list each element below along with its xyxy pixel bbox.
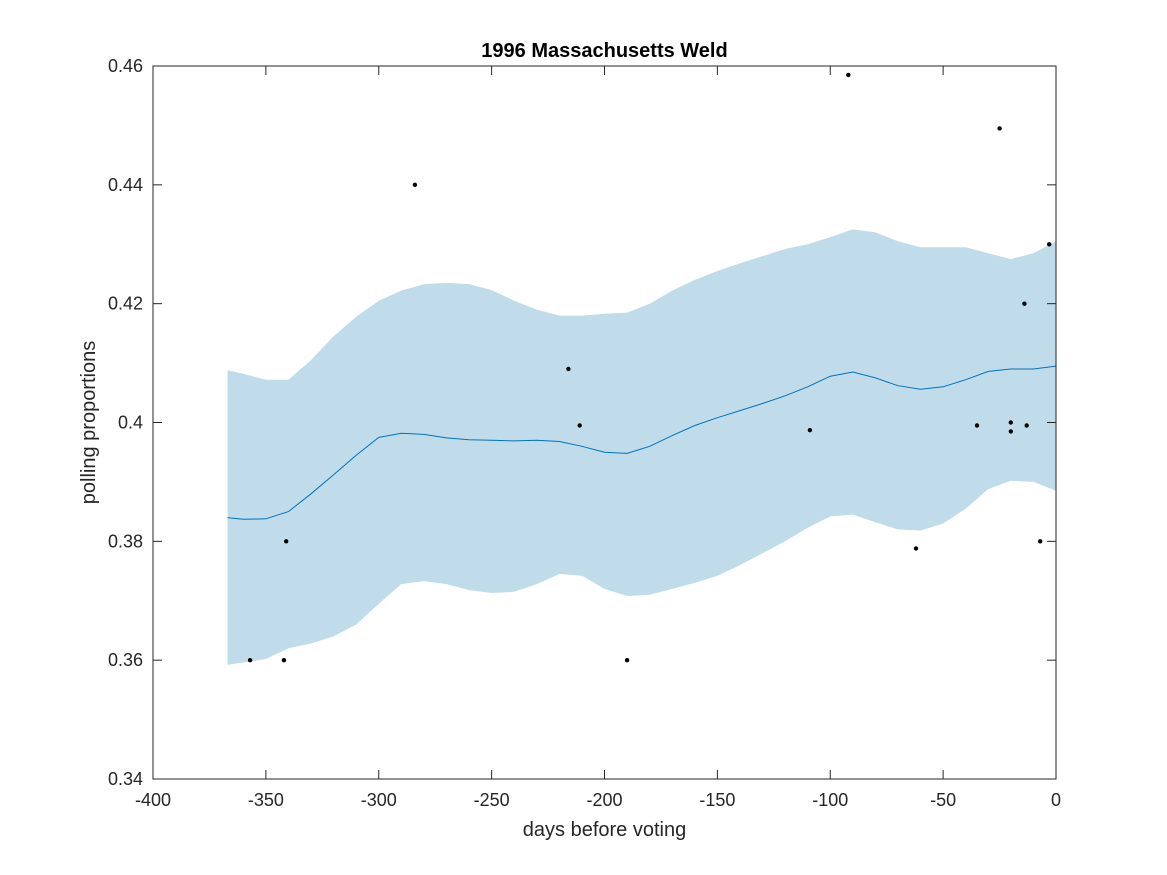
x-tick-label: -200 — [586, 790, 622, 810]
y-tick-label: 0.46 — [108, 56, 143, 76]
x-tick-label: -350 — [248, 790, 284, 810]
data-point — [1008, 420, 1013, 425]
y-tick-label: 0.34 — [108, 769, 143, 789]
data-point — [974, 423, 980, 428]
data-point — [566, 366, 571, 372]
data-point — [1038, 539, 1043, 544]
y-axis-ticks: 0.34 0.36 0.38 0.4 0.42 0.44 0.46 — [108, 56, 1056, 789]
x-tick-label: -100 — [812, 790, 848, 810]
data-point — [846, 72, 851, 78]
trend-line-layer — [227, 365, 1057, 520]
data-point — [412, 182, 418, 187]
data-point — [577, 423, 582, 428]
x-axis-label: days before voting — [523, 819, 686, 841]
x-tick-label: -250 — [474, 790, 510, 810]
data-points-layer — [247, 72, 1052, 663]
x-tick-label: 0 — [1051, 790, 1061, 810]
data-point — [997, 126, 1002, 131]
data-point — [913, 546, 919, 551]
data-point — [1047, 242, 1052, 247]
x-axis-ticks: -400 -350 -300 -250 -200 -150 -100 -50 0 — [135, 66, 1061, 810]
data-point — [1024, 423, 1029, 428]
y-tick-label: 0.36 — [108, 650, 143, 670]
data-point — [807, 428, 813, 433]
data-point — [1022, 301, 1027, 306]
y-tick-label: 0.44 — [108, 175, 143, 195]
y-tick-label: 0.4 — [118, 413, 143, 433]
y-tick-label: 0.38 — [108, 531, 143, 551]
chart-title: 1996 Massachusetts Weld — [481, 40, 727, 62]
x-tick-label: -300 — [361, 790, 397, 810]
data-point — [624, 658, 630, 663]
x-tick-label: -150 — [699, 790, 735, 810]
confidence-band-layer — [227, 229, 1056, 665]
data-point — [281, 658, 287, 663]
data-point — [284, 539, 289, 544]
x-tick-label: -50 — [930, 790, 956, 810]
x-tick-label: -400 — [135, 790, 171, 810]
data-point — [1008, 429, 1013, 434]
y-tick-label: 0.42 — [108, 294, 143, 314]
confidence-band — [227, 229, 1056, 665]
y-axis-label: polling proportions — [78, 341, 100, 504]
data-point — [247, 658, 253, 663]
trend-line — [227, 365, 1057, 520]
